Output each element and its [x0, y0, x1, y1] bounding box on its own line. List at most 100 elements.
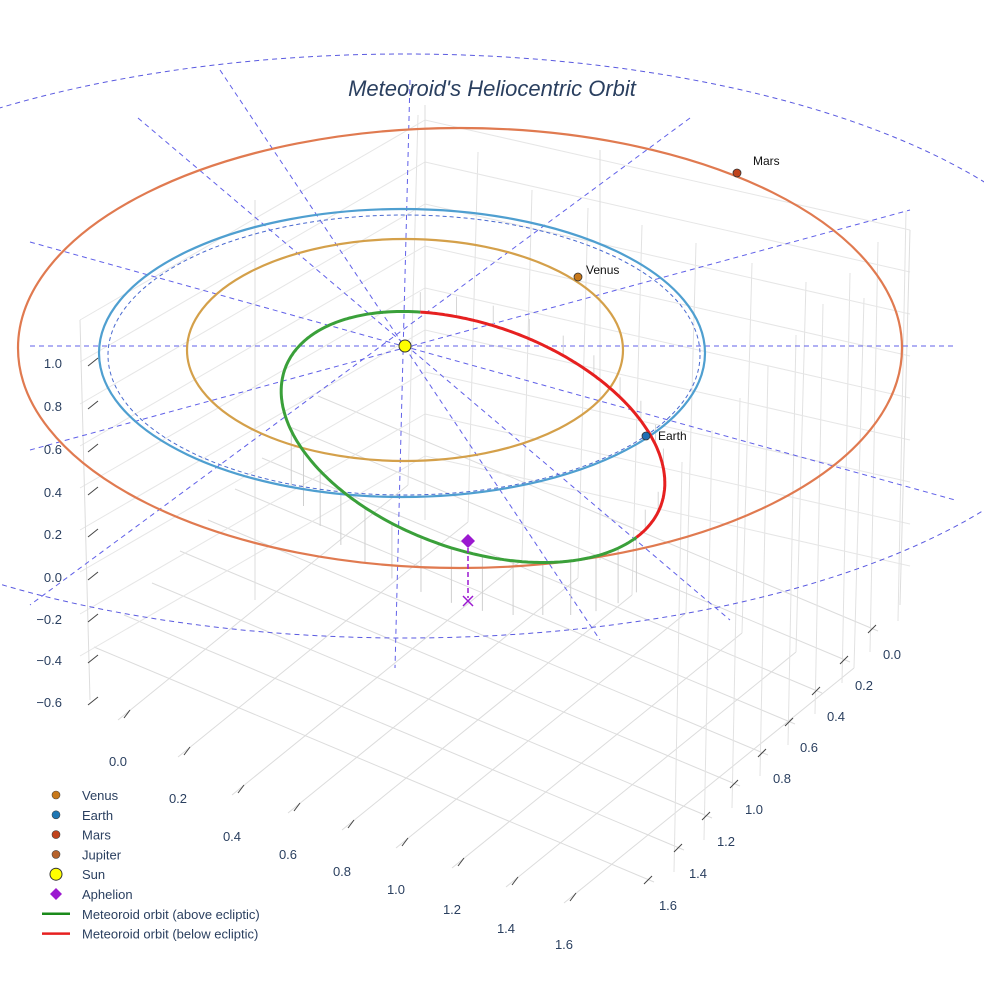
mars-orbit — [16, 126, 904, 570]
legend-symbol — [51, 790, 61, 800]
grid-line-wall-h — [79, 287, 426, 489]
grid-line-wall-x — [853, 297, 865, 669]
y-tick-label: 1.4 — [689, 866, 707, 881]
y-tick-mark — [673, 843, 683, 853]
legend-item-label: Jupiter — [82, 847, 122, 862]
y-tick-mark — [757, 748, 767, 758]
grid-line-wall-x — [741, 262, 753, 634]
grid-line-floor-y — [123, 614, 685, 851]
grid-line-wall-h — [79, 371, 426, 573]
mars-marker — [732, 168, 742, 178]
z-tick-mark — [87, 654, 99, 664]
grid-line-floor-x — [287, 577, 579, 814]
grid-line-floor-y — [179, 550, 741, 787]
z-tick-label: 0.4 — [44, 485, 62, 500]
y-tick-mark — [643, 875, 653, 885]
z-tick-label: −0.6 — [36, 695, 62, 710]
chart-title: Meteoroid's Heliocentric Orbit — [348, 76, 637, 101]
grid-line-floor-y — [234, 488, 796, 725]
x-tick-mark — [401, 837, 409, 847]
legend-symbol — [51, 850, 61, 859]
z-axis-ticks: 1.0 0.8 0.6 0.4 0.2 0.0 −0.2 −0.4 −0.6 — [36, 356, 99, 710]
grid-line-wall-h — [424, 371, 911, 483]
z-tick-mark — [87, 443, 99, 453]
grid-line-wall-h — [424, 329, 911, 441]
grid-line-wall-h — [79, 161, 426, 363]
grid-line-floor-y — [261, 457, 823, 694]
z-tick-label: −0.2 — [36, 612, 62, 627]
legend: Venus Earth Mars Jupiter Sun Aphelion Meteoroi… — [42, 788, 260, 942]
meteoroid-orbit — [279, 310, 667, 564]
grid-line-floor-x — [341, 594, 633, 831]
grid-line-wall-h — [79, 455, 426, 657]
z-tick-label: 1.0 — [44, 356, 62, 371]
z-tick-label: −0.4 — [36, 653, 62, 668]
earth-label: Earth — [658, 429, 687, 443]
grid-line-post — [899, 229, 911, 606]
planet-orbits — [16, 126, 904, 570]
grid-line-floor-y — [207, 519, 769, 756]
x-tick-mark — [293, 802, 301, 812]
ecliptic-reference-radial — [219, 69, 601, 641]
y-tick-mark — [839, 655, 849, 665]
y-tick-label: 1.6 — [659, 898, 677, 913]
markers: Venus Earth Mars — [398, 154, 780, 607]
x-tick-mark — [123, 709, 131, 719]
grid-line-floor-x — [563, 667, 855, 904]
z-tick-mark — [87, 571, 99, 581]
z-tick-mark — [87, 613, 99, 623]
legend-item-label: Earth — [82, 808, 113, 823]
grid-line-wall-x — [521, 189, 533, 561]
grid-line-post — [79, 319, 91, 701]
grid-line-wall-h — [424, 161, 911, 273]
x-tick-label: 0.6 — [279, 847, 297, 862]
x-tick-label: 1.6 — [555, 937, 573, 952]
ecliptic-reference-radial — [137, 117, 731, 621]
y-tick-label: 0.6 — [800, 740, 818, 755]
x-tick-mark — [457, 857, 465, 867]
y-tick-label: 0.8 — [773, 771, 791, 786]
ecliptic-reference-radial — [29, 241, 956, 501]
grid-line-floor-y — [151, 582, 713, 819]
grid-line-wall-h — [79, 119, 426, 321]
legend-item-label: Mars — [82, 828, 111, 843]
ecliptic-reference-radial — [29, 209, 911, 451]
z-tick-label: 0.8 — [44, 399, 62, 414]
aphelion-marker — [461, 534, 475, 548]
ecliptic-reference-ellipse — [0, 53, 984, 639]
venus-orbit — [185, 237, 625, 463]
y-tick-label: 0.0 — [883, 647, 901, 662]
grid-line-floor-x — [395, 612, 687, 849]
legend-symbol — [51, 830, 61, 839]
aphelion-projection-marker — [462, 595, 474, 607]
legend-symbol — [49, 867, 63, 881]
grid-line-wall-y — [673, 461, 683, 873]
y-tick-label: 0.4 — [827, 709, 845, 724]
x-tick-mark — [347, 819, 355, 829]
z-tick-mark — [87, 400, 99, 410]
legend-item-label: Meteoroid orbit (above ecliptic) — [82, 907, 260, 922]
x-tick-label: 0.0 — [109, 754, 127, 769]
grid-line-wall-x — [631, 224, 643, 596]
meteoroid-orbit-above-ecliptic — [279, 310, 638, 564]
x-axis-ticks: 0.0 0.2 0.4 0.6 0.8 1.0 1.2 1.4 1.6 — [109, 709, 577, 952]
grid-line-floor-x — [451, 632, 743, 869]
mars-label: Mars — [753, 154, 780, 168]
y-tick-mark — [811, 686, 821, 696]
z-tick-mark — [87, 486, 99, 496]
legend-symbol — [51, 810, 61, 820]
y-tick-label: 1.2 — [717, 834, 735, 849]
grid-line-wall-h — [79, 203, 426, 405]
y-tick-label: 0.2 — [855, 678, 873, 693]
grid-line-floor-x — [117, 484, 409, 721]
legend-item-label: Meteoroid orbit (below ecliptic) — [82, 927, 258, 942]
sun-marker — [398, 339, 412, 353]
x-tick-label: 1.2 — [443, 902, 461, 917]
grid-line-wall-h — [79, 413, 426, 615]
grid-line-wall-x — [795, 281, 807, 653]
z-tick-label: 0.0 — [44, 570, 62, 585]
y-tick-label: 1.0 — [745, 802, 763, 817]
x-tick-label: 0.8 — [333, 864, 351, 879]
ecliptic-reference-lines — [0, 53, 984, 669]
